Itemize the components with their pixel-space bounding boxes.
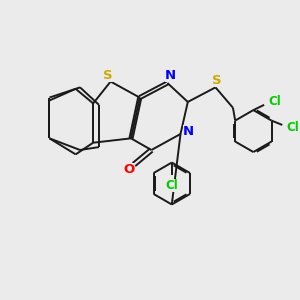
Text: N: N <box>183 125 194 138</box>
Text: Cl: Cl <box>165 179 178 192</box>
Text: S: S <box>103 69 113 82</box>
Text: Cl: Cl <box>268 95 281 108</box>
Text: S: S <box>212 74 222 87</box>
Text: N: N <box>165 69 176 82</box>
Text: O: O <box>123 163 134 176</box>
Text: Cl: Cl <box>287 122 299 134</box>
